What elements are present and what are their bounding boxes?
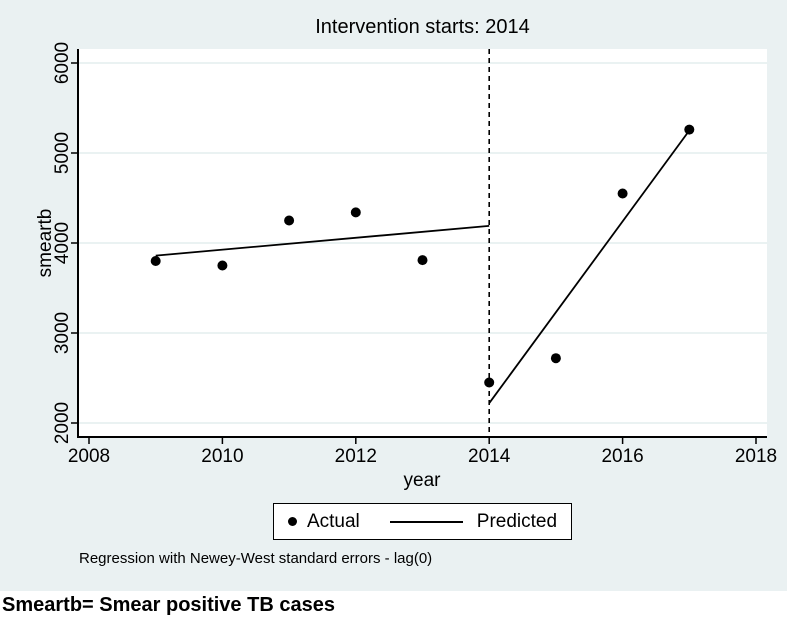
predicted-line-segment xyxy=(155,225,490,257)
x-tick-label: 2016 xyxy=(601,446,644,467)
x-tick-label: 2010 xyxy=(201,446,244,467)
actual-marker-icon xyxy=(287,517,297,526)
data-point xyxy=(150,256,161,266)
y-tick-label: 3000 xyxy=(52,311,73,355)
data-point xyxy=(350,207,361,218)
predicted-line-icon xyxy=(389,520,463,523)
predicted-line-segment xyxy=(488,129,691,404)
data-point xyxy=(617,188,628,199)
y-tick-label: 4000 xyxy=(52,221,73,265)
data-point xyxy=(484,377,495,388)
data-point xyxy=(217,260,228,271)
y-tick-label: 5000 xyxy=(52,131,73,175)
x-tick-label: 2018 xyxy=(734,446,778,467)
plot-area xyxy=(71,49,767,444)
caption-text: Smeartb= Smear positive TB cases xyxy=(2,594,335,616)
legend-label-actual: Actual xyxy=(306,510,360,532)
y-tick-label: 2000 xyxy=(52,401,73,445)
chart-canvas: Intervention starts: 2014 smeartb year 2… xyxy=(0,0,787,591)
x-axis-label: year xyxy=(403,470,441,491)
data-point xyxy=(284,215,295,226)
x-tick-label: 2014 xyxy=(468,446,511,467)
regression-note: Regression with Newey-West standard erro… xyxy=(79,550,433,567)
caption-strip: Smeartb= Smear positive TB cases xyxy=(0,591,787,620)
x-tick-label: 2012 xyxy=(334,446,377,467)
data-point xyxy=(684,124,695,135)
x-tick-label: 2008 xyxy=(67,446,111,467)
data-point xyxy=(550,353,561,364)
y-tick-label: 6000 xyxy=(52,41,73,85)
chart-title: Intervention starts: 2014 xyxy=(315,16,530,38)
legend-box: Actual Predicted xyxy=(273,503,572,540)
legend-label-predicted: Predicted xyxy=(476,510,558,532)
data-point xyxy=(417,255,428,266)
